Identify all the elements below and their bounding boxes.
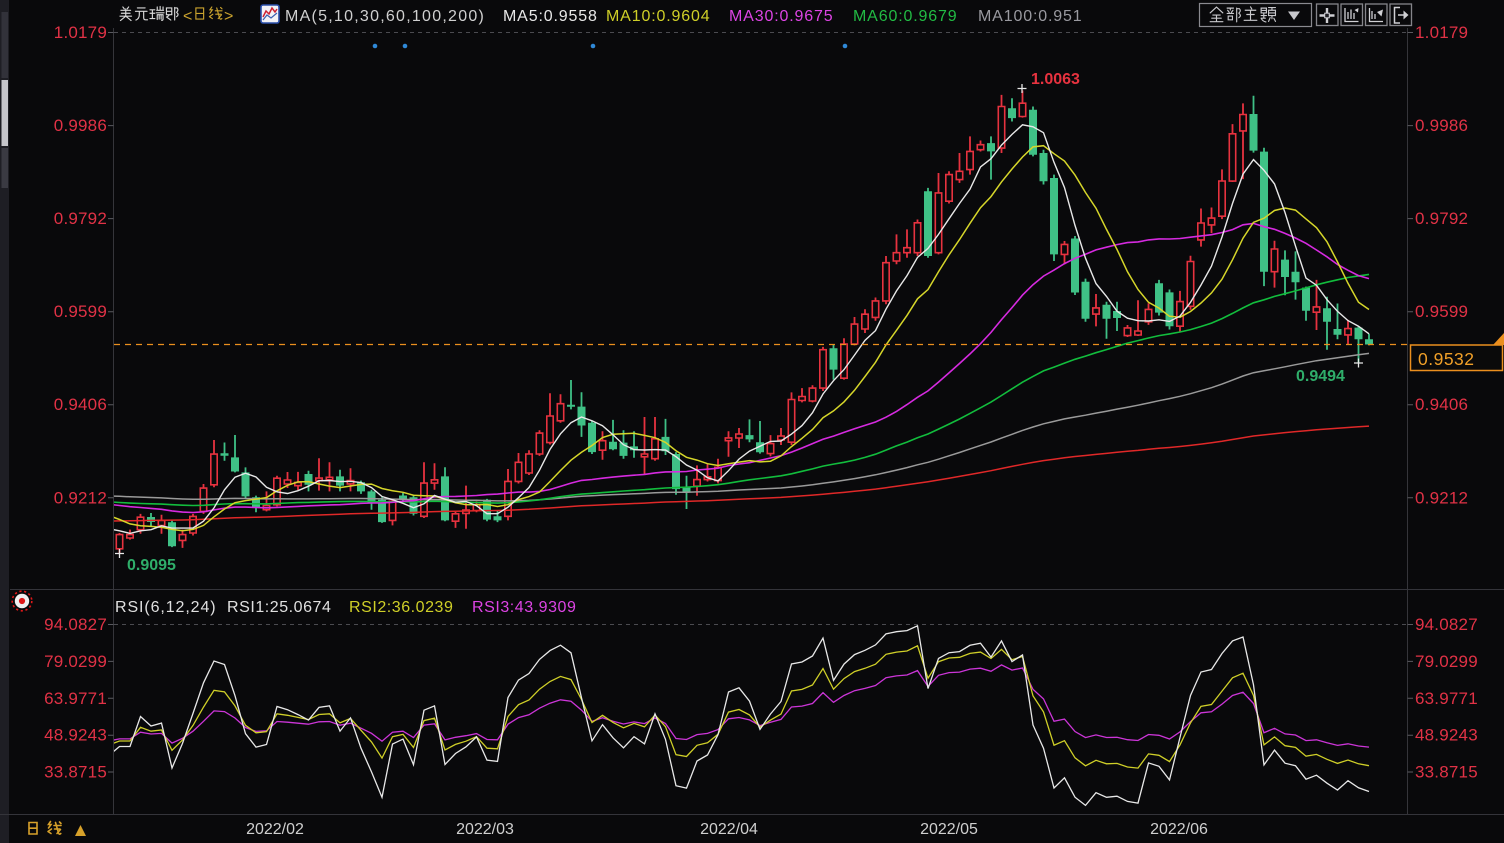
svg-text:<: < [183, 8, 192, 25]
svg-text:MA100:0.951: MA100:0.951 [978, 8, 1083, 25]
svg-text:94.0827: 94.0827 [44, 615, 107, 634]
svg-text:79.0299: 79.0299 [44, 652, 107, 671]
svg-text:0.9406: 0.9406 [54, 395, 107, 414]
svg-text:2022/04: 2022/04 [700, 821, 758, 838]
svg-text:RSI2:36.0239: RSI2:36.0239 [349, 599, 453, 616]
svg-text:94.0827: 94.0827 [1415, 615, 1478, 634]
svg-text:2022/03: 2022/03 [456, 821, 514, 838]
svg-text:>: > [224, 8, 233, 25]
svg-text:0.9406: 0.9406 [1415, 395, 1468, 414]
svg-text:63.9771: 63.9771 [44, 689, 107, 708]
svg-text:MA30:0.9675: MA30:0.9675 [729, 8, 834, 25]
svg-text:1.0179: 1.0179 [54, 23, 107, 42]
svg-text:48.9243: 48.9243 [1415, 726, 1478, 745]
svg-text:1.0063: 1.0063 [1031, 71, 1080, 88]
svg-text:MA10:0.9604: MA10:0.9604 [606, 8, 711, 25]
svg-text:0.9986: 0.9986 [54, 116, 107, 135]
svg-text:0.9599: 0.9599 [1415, 302, 1468, 321]
svg-text:48.9243: 48.9243 [44, 726, 107, 745]
svg-text:1.0179: 1.0179 [1415, 23, 1468, 42]
svg-text:0.9792: 0.9792 [1415, 209, 1468, 228]
svg-text:2022/05: 2022/05 [920, 821, 978, 838]
svg-text:33.8715: 33.8715 [1415, 763, 1478, 782]
svg-text:0.9599: 0.9599 [54, 302, 107, 321]
svg-text:MA(5,10,30,60,100,200): MA(5,10,30,60,100,200) [285, 8, 485, 25]
svg-text:RSI1:25.0674: RSI1:25.0674 [227, 599, 331, 616]
svg-text:0.9986: 0.9986 [1415, 116, 1468, 135]
svg-text:RSI(6,12,24): RSI(6,12,24) [115, 599, 217, 616]
svg-text:2022/02: 2022/02 [246, 821, 304, 838]
svg-text:0.9212: 0.9212 [54, 488, 107, 507]
svg-text:MA60:0.9679: MA60:0.9679 [853, 8, 958, 25]
svg-text:0.9532: 0.9532 [1418, 349, 1475, 369]
svg-text:RSI3:43.9309: RSI3:43.9309 [472, 599, 576, 616]
svg-text:0.9095: 0.9095 [127, 557, 176, 574]
svg-text:MA5:0.9558: MA5:0.9558 [503, 8, 598, 25]
svg-text:2022/06: 2022/06 [1150, 821, 1208, 838]
svg-text:63.9771: 63.9771 [1415, 689, 1478, 708]
svg-text:0.9792: 0.9792 [54, 209, 107, 228]
svg-text:0.9494: 0.9494 [1296, 368, 1345, 385]
svg-text:33.8715: 33.8715 [44, 763, 107, 782]
svg-text:79.0299: 79.0299 [1415, 652, 1478, 671]
svg-text:0.9212: 0.9212 [1415, 488, 1468, 507]
